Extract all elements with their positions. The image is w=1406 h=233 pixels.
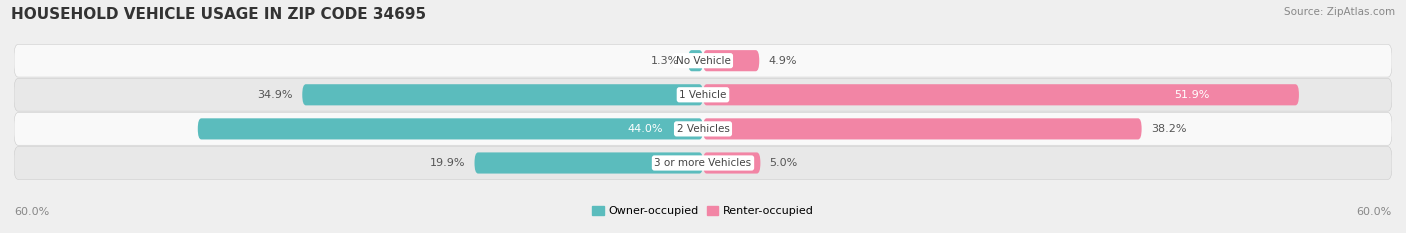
Text: No Vehicle: No Vehicle: [675, 56, 731, 66]
Text: 2 Vehicles: 2 Vehicles: [676, 124, 730, 134]
Text: 1.3%: 1.3%: [651, 56, 679, 66]
FancyBboxPatch shape: [703, 84, 1299, 105]
FancyBboxPatch shape: [14, 147, 1392, 179]
Text: 51.9%: 51.9%: [1174, 90, 1209, 100]
Text: HOUSEHOLD VEHICLE USAGE IN ZIP CODE 34695: HOUSEHOLD VEHICLE USAGE IN ZIP CODE 3469…: [11, 7, 426, 22]
FancyBboxPatch shape: [474, 152, 703, 174]
Text: 4.9%: 4.9%: [769, 56, 797, 66]
Text: 60.0%: 60.0%: [14, 207, 49, 217]
FancyBboxPatch shape: [688, 50, 703, 71]
Text: Source: ZipAtlas.com: Source: ZipAtlas.com: [1284, 7, 1395, 17]
Text: 1 Vehicle: 1 Vehicle: [679, 90, 727, 100]
Text: 3 or more Vehicles: 3 or more Vehicles: [654, 158, 752, 168]
Text: 44.0%: 44.0%: [627, 124, 662, 134]
Text: 34.9%: 34.9%: [257, 90, 292, 100]
Text: 38.2%: 38.2%: [1152, 124, 1187, 134]
Text: 5.0%: 5.0%: [769, 158, 797, 168]
FancyBboxPatch shape: [703, 152, 761, 174]
FancyBboxPatch shape: [14, 44, 1392, 77]
FancyBboxPatch shape: [14, 113, 1392, 145]
Text: 19.9%: 19.9%: [430, 158, 465, 168]
Legend: Owner-occupied, Renter-occupied: Owner-occupied, Renter-occupied: [588, 202, 818, 221]
FancyBboxPatch shape: [302, 84, 703, 105]
Text: 60.0%: 60.0%: [1357, 207, 1392, 217]
FancyBboxPatch shape: [703, 118, 1142, 140]
FancyBboxPatch shape: [14, 79, 1392, 111]
FancyBboxPatch shape: [703, 50, 759, 71]
FancyBboxPatch shape: [198, 118, 703, 140]
